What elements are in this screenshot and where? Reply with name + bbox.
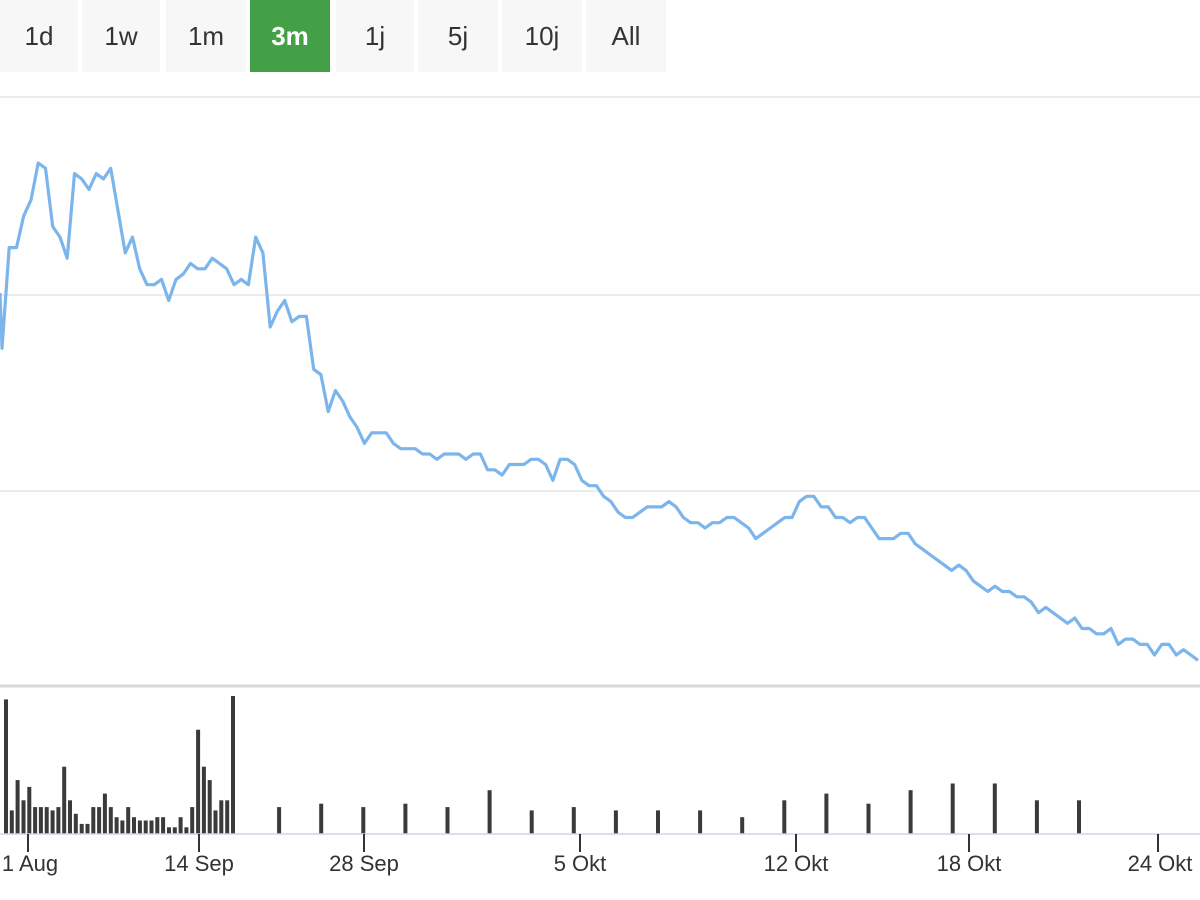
volume-bar [161, 817, 166, 834]
volume-bar [79, 823, 84, 834]
volume-bar [487, 790, 492, 834]
volume-bars [4, 696, 1081, 834]
range-button-1w[interactable]: 1w [82, 0, 160, 72]
volume-bar [529, 810, 534, 834]
volume-bar [219, 800, 224, 834]
volume-bar [114, 817, 119, 834]
volume-bar [613, 810, 618, 834]
volume-bar [27, 786, 32, 834]
volume-bar [56, 807, 61, 834]
volume-bar [33, 807, 38, 834]
volume-bar [571, 807, 576, 834]
x-tick-label: 5 Okt [554, 851, 607, 876]
range-button-1j[interactable]: 1j [336, 0, 414, 72]
volume-bar [143, 820, 148, 834]
volume-bar [992, 783, 997, 834]
volume-bar [225, 800, 230, 834]
volume-bar [782, 800, 787, 834]
volume-bar [91, 807, 96, 834]
volume-bar [184, 827, 189, 834]
volume-bar [1034, 800, 1039, 834]
volume-bar [361, 807, 366, 834]
x-axis: 1 Aug 14 Sep 28 Sep 5 Okt 12 Okt 18 Okt 24 Okt [0, 833, 1200, 876]
volume-bar [167, 827, 171, 834]
volume-bar [108, 807, 113, 834]
x-tick-label: 1 Aug [2, 851, 58, 876]
volume-bar [950, 783, 955, 834]
volume-bar [196, 729, 201, 834]
volume-bar [21, 800, 26, 834]
range-button-3m[interactable]: 3m [250, 0, 330, 72]
volume-bar [201, 766, 206, 834]
volume-bar [824, 793, 829, 834]
volume-bar [740, 817, 745, 834]
volume-bar [44, 807, 49, 834]
volume-bar [656, 810, 660, 834]
range-button-all[interactable]: All [586, 0, 666, 72]
volume-bar [132, 817, 136, 834]
volume-bar [403, 803, 408, 834]
volume-bar [213, 810, 218, 834]
x-tick-label: 24 Okt [1128, 851, 1193, 876]
volume-bar [866, 803, 871, 834]
x-tick-label: 18 Okt [937, 851, 1002, 876]
range-button-10j[interactable]: 10j [502, 0, 582, 72]
volume-bar [68, 800, 72, 834]
x-tick-label: 28 Sep [329, 851, 399, 876]
volume-bar [172, 827, 177, 834]
volume-bar [102, 793, 107, 834]
volume-bar [155, 817, 160, 834]
volume-bar [97, 807, 102, 834]
volume-bar [38, 807, 43, 834]
volume-bar [207, 780, 212, 834]
volume-bar [1077, 800, 1081, 834]
volume-bar [50, 810, 55, 834]
volume-bar [4, 699, 8, 834]
volume-bar [231, 696, 235, 834]
volume-bar [15, 780, 20, 834]
volume-bar [85, 823, 90, 834]
x-tick-label: 14 Sep [164, 851, 234, 876]
volume-bar [319, 803, 324, 834]
x-tick-label: 12 Okt [764, 851, 829, 876]
range-button-5j[interactable]: 5j [418, 0, 498, 72]
volume-bar [698, 810, 703, 834]
volume-bar [137, 820, 142, 834]
price-series-line [0, 161, 1199, 662]
volume-bar [73, 813, 78, 834]
volume-bar [9, 810, 14, 834]
volume-bar [277, 807, 282, 834]
range-button-1m[interactable]: 1m [166, 0, 246, 72]
range-button-1d[interactable]: 1d [0, 0, 78, 72]
volume-bar [190, 807, 195, 834]
volume-bar [120, 820, 125, 834]
volume-bar [149, 820, 154, 834]
volume-bar [126, 807, 131, 834]
volume-bar [62, 766, 67, 834]
volume-bar [908, 790, 913, 834]
volume-bar [178, 817, 183, 834]
volume-bar [445, 807, 450, 834]
